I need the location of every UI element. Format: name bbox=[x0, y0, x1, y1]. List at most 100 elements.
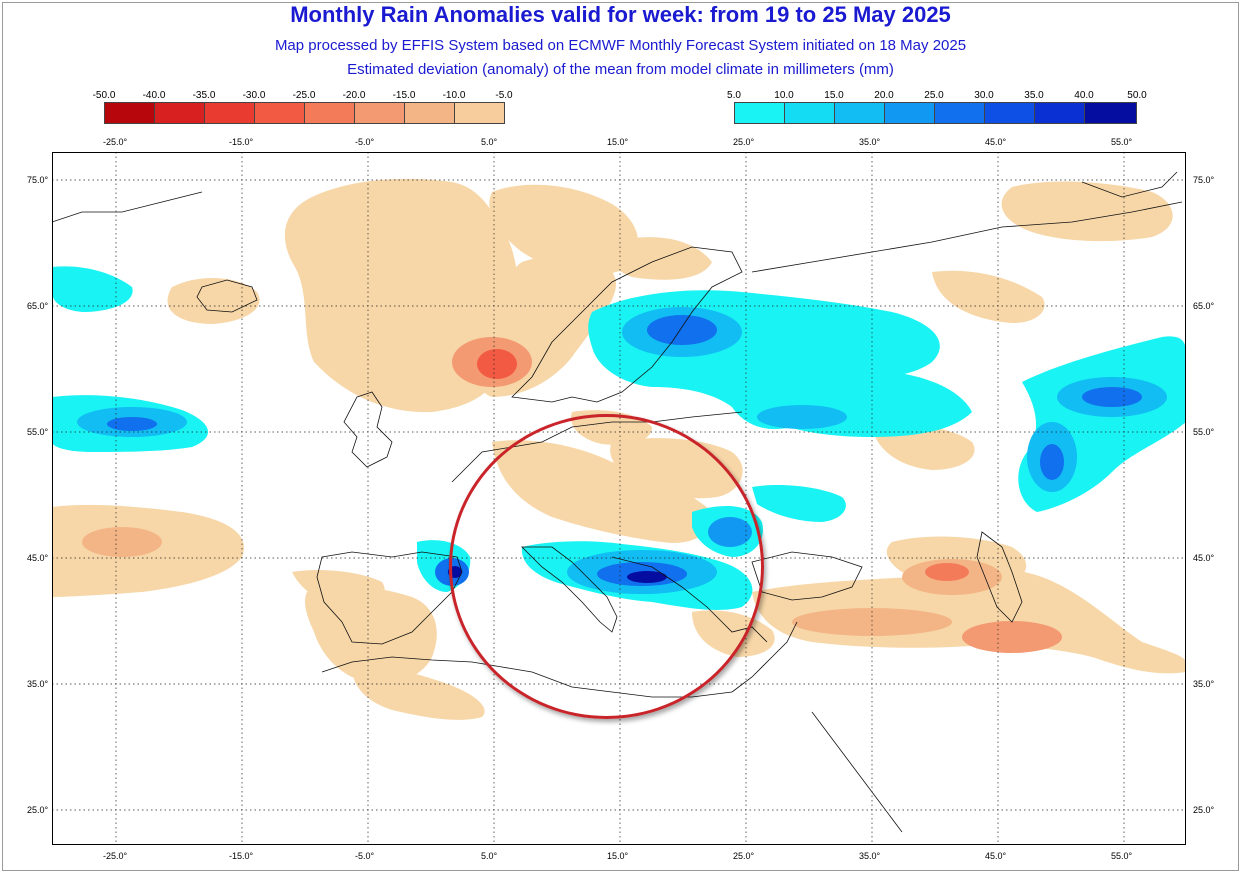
legend-negative-label: -20.0 bbox=[342, 90, 366, 101]
lon-tick-label: 45.0° bbox=[985, 851, 1007, 861]
dry-area-iceland bbox=[167, 277, 260, 324]
lat-tick-label: 55.0° bbox=[27, 427, 49, 437]
coast-greenland bbox=[52, 191, 203, 223]
lon-tick-label: 5.0° bbox=[481, 851, 498, 861]
coast-scandinavia bbox=[511, 246, 743, 403]
lon-tick-label: 35.0° bbox=[859, 137, 881, 147]
coast-arctic bbox=[751, 201, 1183, 273]
wet-core-baltic bbox=[757, 405, 847, 429]
lat-tick-label: 75.0° bbox=[27, 175, 49, 185]
legend-negative-swatch bbox=[354, 102, 405, 124]
legend-positive-label: 30.0 bbox=[974, 90, 994, 101]
lat-tick-label: 45.0° bbox=[27, 553, 49, 563]
legend-negative-swatch bbox=[154, 102, 205, 124]
dry-area-north-africa bbox=[352, 666, 485, 720]
dry-core-iran bbox=[962, 621, 1062, 653]
lon-tick-label: -15.0° bbox=[229, 137, 254, 147]
lat-tick-label: 55.0° bbox=[1193, 427, 1215, 437]
lon-tick-label: 45.0° bbox=[985, 137, 1007, 147]
legend-negative-swatch bbox=[404, 102, 455, 124]
legend-negative-label: -40.0 bbox=[142, 90, 166, 101]
legend-negative-label: -15.0 bbox=[392, 90, 416, 101]
wet-core-atlantic-inner bbox=[107, 417, 157, 431]
legend-positive-label: 5.0 bbox=[727, 90, 741, 101]
dry-core-anatolia bbox=[792, 608, 952, 636]
dry-area-barents bbox=[605, 237, 712, 280]
dry-area-greenland-sea bbox=[489, 184, 639, 276]
legend-negative-label: -50.0 bbox=[92, 90, 116, 101]
legend-negative-swatch bbox=[454, 102, 505, 124]
dry-area-arctic-east bbox=[1001, 181, 1173, 242]
lat-tick-label: 25.0° bbox=[1193, 805, 1215, 815]
lon-tick-label: -25.0° bbox=[103, 137, 128, 147]
lat-tick-label: 45.0° bbox=[1193, 553, 1215, 563]
map-title: Monthly Rain Anomalies valid for week: f… bbox=[290, 2, 951, 27]
lat-tick-label: 65.0° bbox=[27, 301, 49, 311]
coast-caspian bbox=[976, 531, 1023, 623]
legend-positive-label: 35.0 bbox=[1024, 90, 1044, 101]
dry-core-caucasus-center bbox=[925, 563, 969, 581]
legend-positive-label: 20.0 bbox=[874, 90, 894, 101]
legend-negative-swatch bbox=[204, 102, 255, 124]
legend-positive-label: 25.0 bbox=[924, 90, 944, 101]
coast-black-sea bbox=[751, 551, 863, 601]
legend-negative-label: -25.0 bbox=[292, 90, 316, 101]
lat-tick-label: 75.0° bbox=[1193, 175, 1215, 185]
dry-area-ukraine-north bbox=[872, 425, 975, 470]
lon-tick-label: -25.0° bbox=[103, 851, 128, 861]
lon-tick-label: 5.0° bbox=[481, 137, 498, 147]
coast-iberia bbox=[316, 551, 463, 645]
dry-core-areas bbox=[82, 337, 1062, 653]
legend-positive-swatch bbox=[834, 102, 885, 124]
wet-area-belarus bbox=[752, 485, 846, 522]
lon-tick-label: -5.0° bbox=[355, 851, 375, 861]
lon-tick-label: 15.0° bbox=[607, 137, 629, 147]
map-subtitle-processing: Map processed by EFFIS System based on E… bbox=[274, 37, 967, 54]
wet-core-volga-inner bbox=[1040, 444, 1064, 480]
coast-iceland bbox=[196, 279, 258, 313]
dry-area-kara bbox=[932, 270, 1045, 323]
coast-levant bbox=[731, 621, 798, 693]
legend-negative-swatch bbox=[254, 102, 305, 124]
wet-area-greenland-strait bbox=[52, 266, 133, 312]
legend-negative-label: -10.0 bbox=[442, 90, 466, 101]
legend-negative-label: -30.0 bbox=[242, 90, 266, 101]
wet-core-ural-inner bbox=[1082, 387, 1142, 407]
legend-positive-swatch bbox=[934, 102, 985, 124]
lat-tick-label: 35.0° bbox=[1193, 679, 1215, 689]
lon-tick-label: 15.0° bbox=[607, 851, 629, 861]
lon-tick-label: 25.0° bbox=[733, 137, 755, 147]
map-subtitle-units: Estimated deviation (anomaly) of the mea… bbox=[347, 61, 894, 78]
dry-core-norway-center bbox=[477, 349, 517, 379]
lat-tick-label: 35.0° bbox=[27, 679, 49, 689]
lon-tick-label: 55.0° bbox=[1111, 851, 1133, 861]
coast-novaya-zemlya bbox=[1081, 171, 1178, 198]
legend-negative-label: -35.0 bbox=[192, 90, 216, 101]
legend-positive-label: 10.0 bbox=[774, 90, 794, 101]
coast-red-sea bbox=[811, 711, 903, 833]
dry-core-atlantic bbox=[82, 527, 162, 557]
legend-positive-swatch bbox=[1084, 102, 1137, 124]
wet-core-scandinavia-inner bbox=[647, 315, 717, 345]
legend-positive-swatch bbox=[1034, 102, 1085, 124]
lat-tick-label: 65.0° bbox=[1193, 301, 1215, 311]
highlight-ring bbox=[449, 414, 764, 719]
legend-negative-label: -5.0 bbox=[495, 90, 513, 101]
legend-positive-swatch bbox=[884, 102, 935, 124]
lon-tick-label: 35.0° bbox=[859, 851, 881, 861]
legend-positive-swatch bbox=[784, 102, 835, 124]
legend-positive-label: 15.0 bbox=[824, 90, 844, 101]
legend-positive-swatch bbox=[734, 102, 785, 124]
lon-tick-label: -15.0° bbox=[229, 851, 254, 861]
lon-tick-label: -5.0° bbox=[355, 137, 375, 147]
legend-negative-swatch bbox=[304, 102, 355, 124]
dry-area-anatolia bbox=[752, 569, 1186, 674]
dry-area-iberia bbox=[304, 586, 437, 684]
lat-tick-label: 25.0° bbox=[27, 805, 49, 815]
map-border bbox=[52, 152, 1186, 845]
legend-positive-label: 50.0 bbox=[1127, 90, 1147, 101]
legend-positive-swatch bbox=[984, 102, 1035, 124]
lon-tick-label: 25.0° bbox=[733, 851, 755, 861]
legend-negative-swatch bbox=[104, 102, 155, 124]
